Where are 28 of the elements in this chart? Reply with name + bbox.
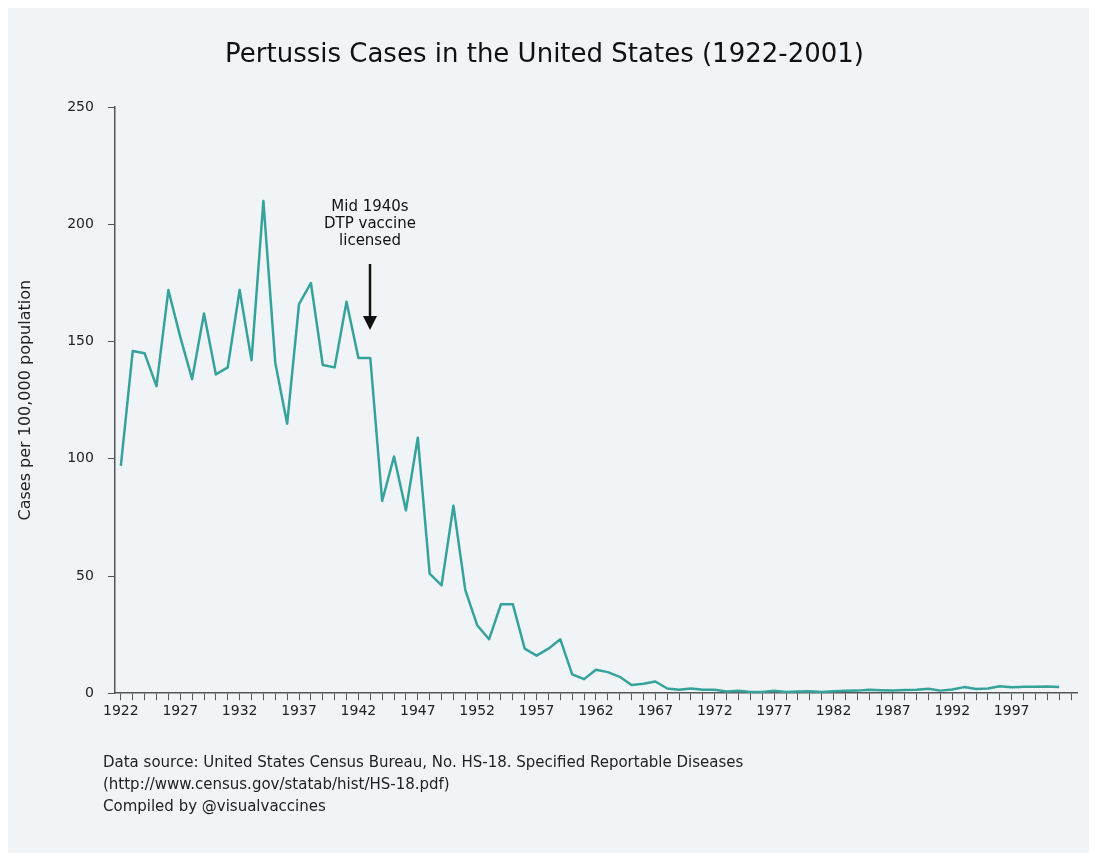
x-tick-label: 1922 bbox=[103, 702, 139, 719]
x-tick-label: 1952 bbox=[459, 702, 496, 719]
x-tick-label: 1972 bbox=[696, 702, 733, 719]
x-tick-label: 1977 bbox=[756, 702, 792, 719]
x-tick-label: 1947 bbox=[399, 702, 436, 719]
y-tick-label: 200 bbox=[67, 215, 94, 232]
x-tick-label: 1982 bbox=[815, 702, 852, 719]
x-tick-label: 1942 bbox=[340, 702, 377, 719]
x-tick-label: 1967 bbox=[637, 702, 674, 719]
x-tick-label: 1932 bbox=[221, 702, 258, 719]
text: (http://www.census.gov/statab/hist/HS-18.pdf) bbox=[103, 774, 451, 795]
x-tick-label: 1987 bbox=[875, 702, 911, 719]
x-tick-label: 1957 bbox=[518, 702, 555, 719]
text: Compiled by @visualvaccines bbox=[103, 796, 327, 817]
y-tick-label: 250 bbox=[67, 97, 94, 114]
y-tick-label: 0 bbox=[85, 683, 94, 700]
y-tick-label: 50 bbox=[76, 566, 94, 583]
annotation: Mid 1940s DTP vaccine licensed bbox=[323, 197, 417, 249]
x-tick-label: 1992 bbox=[934, 702, 971, 719]
x-tick-label: 1937 bbox=[281, 702, 317, 719]
x-tick-label: 1997 bbox=[993, 702, 1030, 719]
x-tick-label: 1962 bbox=[578, 702, 614, 719]
source-note: Data source: United States Census Bureau, No. HS-18. Specified Reportable Diseases bbox=[103, 752, 745, 773]
chart-title: Pertussis Cases in the United States (1922-2001) bbox=[225, 38, 864, 69]
y-tick-label: 150 bbox=[67, 332, 94, 349]
x-tick-label: 1927 bbox=[162, 702, 199, 719]
y-axis-title: Cases per 100,000 population bbox=[14, 279, 34, 521]
y-tick-label: 100 bbox=[67, 449, 94, 466]
